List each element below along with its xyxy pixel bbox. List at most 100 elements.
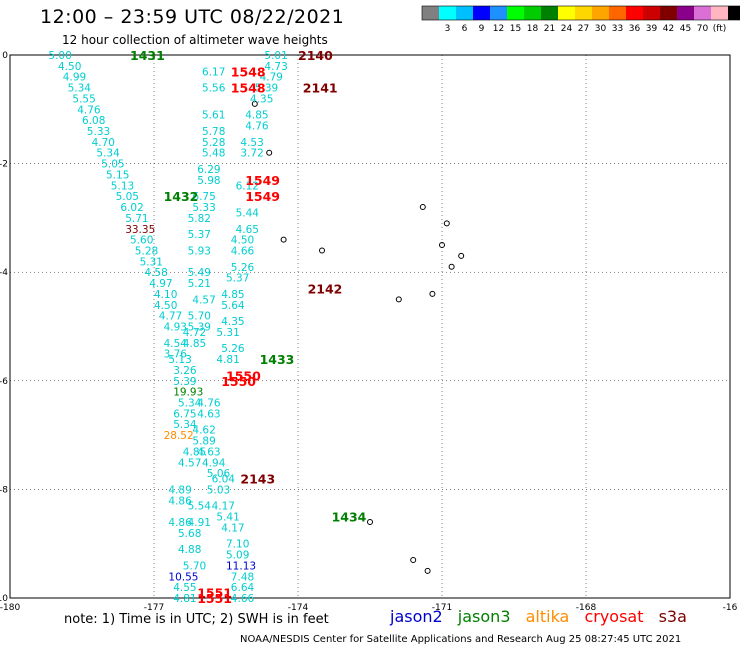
swh-value-label: 5.31 <box>216 327 239 339</box>
x-tick-label: -171 <box>432 603 452 613</box>
swh-value-label: 5.71 <box>125 213 148 225</box>
swh-value-label: 5.48 <box>202 148 225 160</box>
track-label: 1551 <box>197 586 232 601</box>
swh-value-label: 5.93 <box>188 245 211 257</box>
colorbar-swatch <box>507 6 524 20</box>
y-tick-label: -2 <box>0 160 8 170</box>
track-labels: 1431143214331434154815481549154915501550… <box>130 48 367 606</box>
swh-value-label: 7.10 <box>226 539 249 551</box>
swh-value-label: 5.41 <box>216 512 239 524</box>
swh-value-label: 4.57 <box>192 294 215 306</box>
colorbar-tick-label: 18 <box>527 24 539 34</box>
swh-value-label: 5.98 <box>197 175 220 187</box>
swh-value-label: 3.26 <box>173 365 197 377</box>
swh-value-label: 5.33 <box>192 202 215 214</box>
swh-value-label: 4.86 <box>168 517 192 529</box>
swh-value-label: 5.21 <box>188 278 211 290</box>
track-label: 1433 <box>260 352 295 367</box>
swh-value-label: 5.01 <box>264 50 287 62</box>
y-tick-label: -4 <box>0 268 8 278</box>
swh-value-label: 19.93 <box>173 387 203 399</box>
swh-value-label: 4.62 <box>192 425 215 437</box>
swh-value-label: 6.75 <box>173 408 196 420</box>
colorbar-swatch <box>626 6 643 20</box>
footer-credit: NOAA/NESDIS Center for Satellite Applica… <box>240 634 682 645</box>
colorbar-tick-label: 30 <box>595 24 607 34</box>
swh-values: 5.004.504.995.345.554.766.085.334.705.34… <box>48 50 287 605</box>
swh-value-label: 28.52 <box>164 430 194 442</box>
swh-value-label: 5.39 <box>188 322 211 334</box>
x-tick-label: -177 <box>144 603 164 613</box>
swh-value-label: 5.00 <box>48 50 71 62</box>
track-label: 1550 <box>221 374 256 389</box>
track-label: 1548 <box>231 81 266 96</box>
island-marker <box>319 247 325 254</box>
island-marker <box>443 220 450 227</box>
swh-value-label: 4.55 <box>173 582 196 594</box>
swh-value-label: 7.48 <box>231 571 254 583</box>
swh-value-label: 5.05 <box>116 191 139 203</box>
swh-value-label: 6.04 <box>212 474 236 486</box>
swh-value-label: 4.99 <box>63 72 86 84</box>
swh-value-label: 5.55 <box>72 93 95 105</box>
swh-value-label: 5.15 <box>106 169 129 181</box>
colorbar-frame <box>421 5 740 21</box>
swh-value-label: 6.75 <box>192 191 215 203</box>
colorbar-swatch <box>541 6 558 20</box>
swh-value-label: 4.79 <box>260 72 283 84</box>
swh-value-label: 4.50 <box>154 300 177 312</box>
colorbar-tick-label: 12 <box>493 24 504 34</box>
y-tick-label: -6 <box>0 377 8 387</box>
island-marker <box>367 518 373 525</box>
swh-value-label: 5.68 <box>178 528 201 540</box>
swh-value-label: 5.56 <box>202 83 226 95</box>
colorbar-swatch <box>422 6 439 20</box>
colorbar-swatch <box>575 6 592 20</box>
swh-value-label: 5.70 <box>183 560 206 572</box>
swh-value-label: 4.89 <box>168 484 191 496</box>
island-marker <box>280 236 287 243</box>
swh-value-label: 3.76 <box>164 349 188 361</box>
swh-value-label: 4.94 <box>202 457 226 469</box>
x-tick-label: -180 <box>0 603 20 613</box>
axis-labels: -180 -177 -174 -171 -168 -16 0 -2 -4 -6 -8 -10 <box>0 51 738 613</box>
track-label: 1550 <box>226 368 261 383</box>
track-label: 2140 <box>298 48 333 63</box>
swh-value-label: 11.13 <box>226 560 256 572</box>
swh-value-label: 5.26 <box>231 262 255 274</box>
swh-value-label: 4.86 <box>168 495 192 507</box>
colorbar-tick-label: 39 <box>646 24 658 34</box>
swh-value-label: 5.34 <box>96 148 120 160</box>
y-tick-label: -8 <box>0 485 8 495</box>
swh-value-label: 5.44 <box>236 207 260 219</box>
swh-value-label: 5.34 <box>173 419 197 431</box>
swh-value-label: 4.97 <box>149 278 172 290</box>
swh-value-label: 4.93 <box>164 322 187 334</box>
swh-value-label: 5.28 <box>202 137 225 149</box>
track-label: 1548 <box>231 64 266 79</box>
y-tick-label: 0 <box>2 51 8 61</box>
colorbar-tick-label: 27 <box>578 24 589 34</box>
swh-value-label: 5.61 <box>202 110 225 122</box>
legend-jason3: jason3 <box>457 607 511 626</box>
swh-value-label: 4.91 <box>188 517 211 529</box>
swh-value-label: 5.03 <box>207 484 230 496</box>
colorbar-tick-label: (ft) <box>713 24 727 34</box>
swh-value-label: 4.85 <box>221 289 244 301</box>
swh-value-label: 5.54 <box>188 501 212 513</box>
legend-cryosat: cryosat <box>584 607 644 626</box>
swh-value-label: 4.17 <box>212 501 235 513</box>
swh-value-label: 4.66 <box>231 245 255 257</box>
swh-value-label: 6.29 <box>197 164 220 176</box>
island-marker <box>439 242 445 249</box>
legend-altika: altika <box>525 607 570 626</box>
swh-value-label: 5.13 <box>111 180 134 192</box>
colorbar-swatch <box>643 6 660 20</box>
swh-value-label: 4.76 <box>197 398 221 410</box>
swh-value-label: 6.12 <box>236 180 259 192</box>
swh-value-label: 5.26 <box>221 343 245 355</box>
swh-value-label: 4.85 <box>183 338 206 350</box>
island-marker <box>410 556 417 563</box>
colorbar-swatch <box>592 6 609 20</box>
